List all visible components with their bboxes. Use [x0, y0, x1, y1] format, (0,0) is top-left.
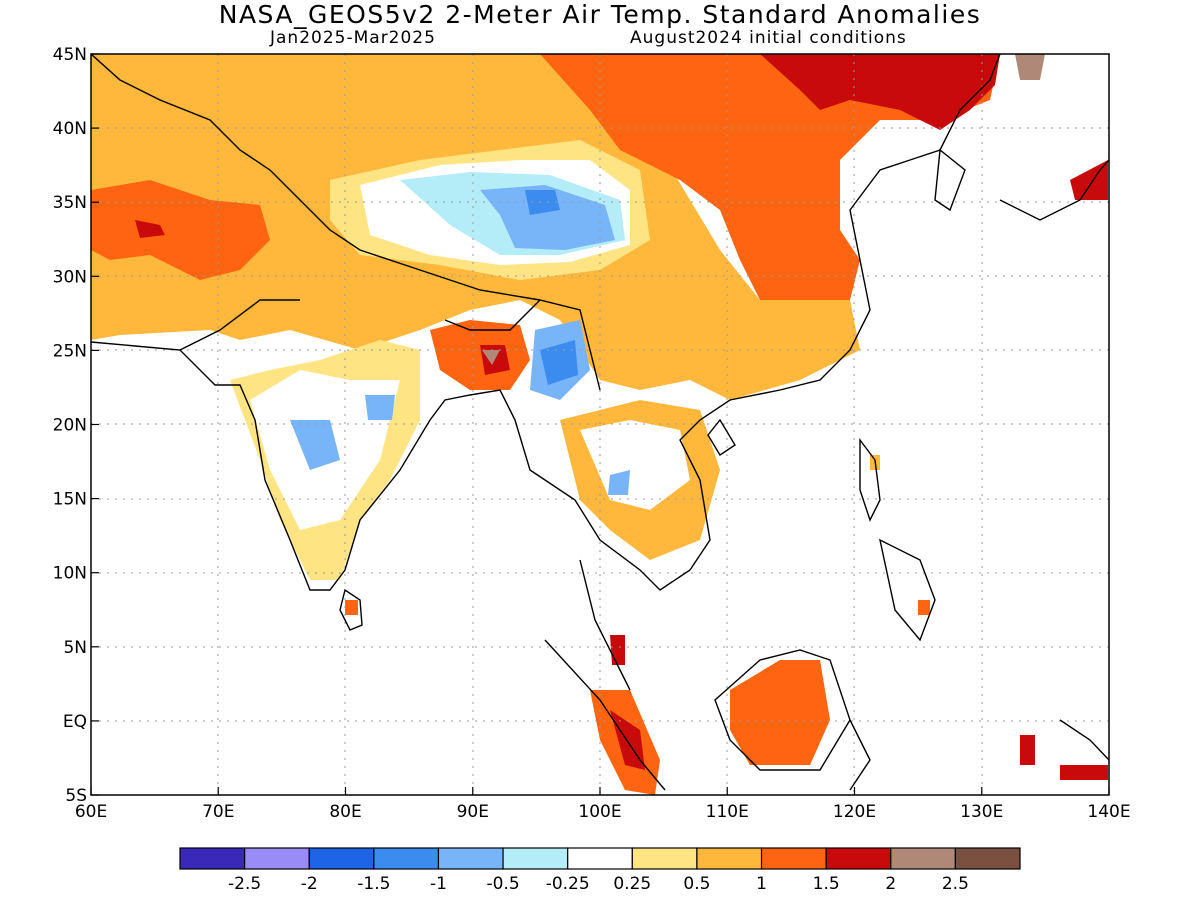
lat-tick-label: 5N	[63, 638, 87, 658]
legend-label: 2.5	[942, 874, 969, 894]
lat-tick-label: 5S	[65, 786, 87, 806]
legend-label: 0.5	[683, 874, 710, 894]
anomaly-field	[91, 54, 1109, 795]
lon-tick-label: 80E	[329, 802, 361, 822]
legend-swatch	[696, 847, 763, 870]
coastlines	[91, 54, 1109, 791]
lat-tick-label: 35N	[53, 193, 87, 213]
lat-tick-label: 30N	[53, 267, 87, 287]
forecast-period: Jan2025-Mar2025	[270, 28, 436, 48]
legend-label: 2	[885, 874, 896, 894]
legend-swatch	[954, 847, 1021, 870]
lon-tick-label: 70E	[202, 802, 234, 822]
legend-swatch	[244, 847, 310, 870]
lat-lon-grid	[91, 54, 1109, 795]
lat-tick-label: EQ	[63, 712, 87, 732]
legend-swatch	[373, 847, 440, 870]
legend-label: -0.25	[546, 874, 590, 894]
lat-tick-label: 10N	[53, 564, 87, 584]
lat-tick-label: 15N	[53, 490, 87, 510]
legend-label: -1	[430, 874, 447, 894]
legend-swatch	[502, 847, 569, 870]
legend-swatch	[631, 847, 698, 870]
legend-swatch	[825, 847, 892, 870]
legend-label: -2	[301, 874, 318, 894]
legend-swatch	[567, 847, 633, 870]
map-title: NASA_GEOS5v2 2-Meter Air Temp. Standard …	[218, 0, 982, 29]
legend-swatch	[308, 847, 375, 870]
axis-ticks	[90, 53, 1110, 796]
lon-tick-label: 60E	[75, 802, 107, 822]
lon-tick-label: 140E	[1087, 802, 1130, 822]
lat-tick-label: 40N	[53, 119, 87, 139]
lon-tick-label: 130E	[960, 802, 1003, 822]
lon-tick-label: 100E	[578, 802, 621, 822]
legend-swatch	[760, 847, 827, 870]
legend-label: -0.5	[486, 874, 519, 894]
legend-label: -2.5	[228, 874, 261, 894]
legend-swatch	[437, 847, 504, 870]
axis-labels: 60E 70E 80E 90E 100E 110E 120E 130E 140E 45N 40N 35…	[53, 45, 1131, 822]
color-legend: -2.5 -2 -1.5 -1 -0.5 -0.25 0.25 0.5 1 1.5 2 2.5	[179, 847, 1021, 894]
lon-tick-label: 120E	[833, 802, 876, 822]
lon-tick-label: 110E	[706, 802, 749, 822]
legend-swatch	[179, 847, 246, 870]
legend-swatch	[890, 847, 956, 870]
lon-tick-label: 90E	[457, 802, 489, 822]
legend-label: 1.5	[813, 874, 840, 894]
legend-label: 0.25	[613, 874, 651, 894]
lat-tick-label: 20N	[53, 416, 87, 436]
legend-label: -1.5	[357, 874, 390, 894]
initial-conditions: August2024 initial conditions	[630, 28, 907, 48]
lat-tick-label: 25N	[53, 341, 87, 361]
lat-tick-label: 45N	[53, 45, 87, 65]
legend-label: 1	[756, 874, 767, 894]
